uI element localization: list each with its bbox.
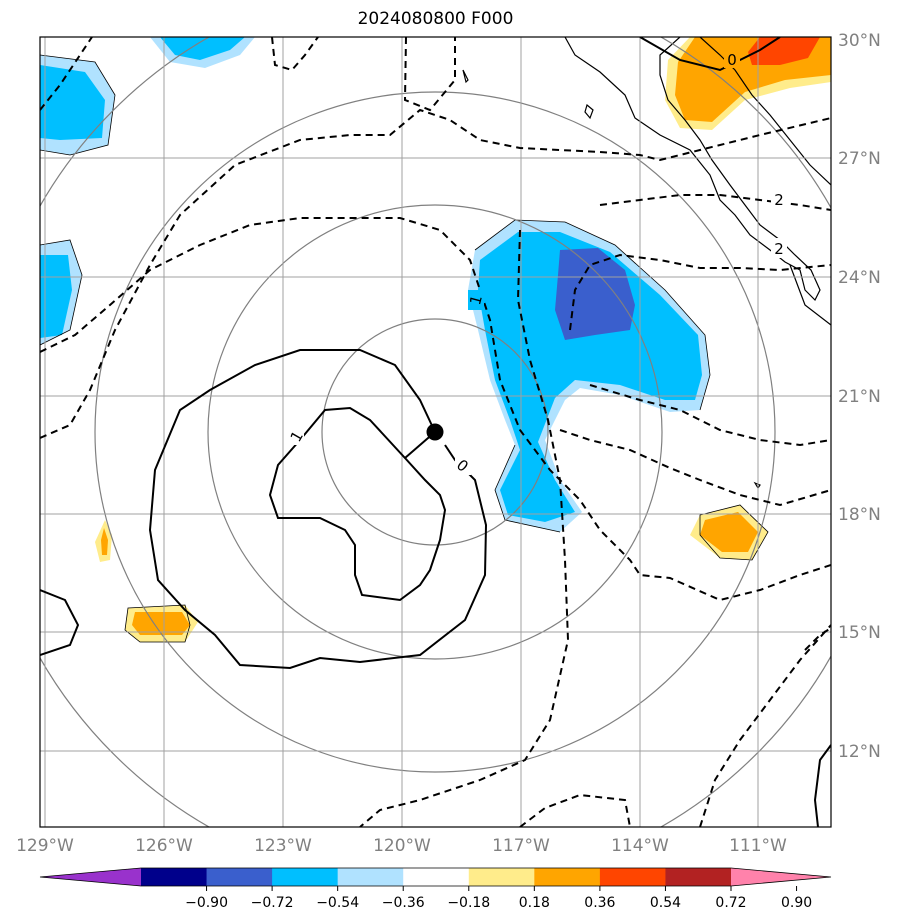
contour-label: 1	[466, 293, 486, 307]
lon-label: 120°W	[373, 836, 431, 856]
colorbar-segment	[272, 868, 339, 886]
positive-anomaly-region	[132, 612, 190, 635]
lat-label: 21°N	[838, 387, 881, 407]
lat-label: 24°N	[838, 268, 881, 288]
lat-label: 12°N	[838, 742, 881, 762]
colorbar-segment	[534, 868, 601, 886]
lon-label: 111°W	[729, 836, 787, 856]
longitude-labels: 129°W 126°W 123°W 120°W 117°W 114°W 111°…	[16, 836, 787, 856]
map-frame	[39, 36, 832, 828]
lat-label: 30°N	[838, 31, 881, 51]
colorbar-segment	[665, 868, 732, 886]
lon-label: 117°W	[492, 836, 550, 856]
negative-anomaly-region	[40, 255, 72, 338]
colorbar: −0.90 −0.72 −0.54 −0.36 −0.18 0.18 0.36 0.54 0.7…	[39, 867, 832, 911]
colorbar-segment	[403, 868, 470, 886]
lat-label: 27°N	[838, 149, 881, 169]
colorbar-tick-label: −0.36	[382, 895, 425, 911]
colorbar-segment	[337, 868, 404, 886]
colorbar-extension-high	[731, 868, 831, 886]
lon-label: 123°W	[254, 836, 312, 856]
negative-contours	[40, 37, 831, 827]
lon-label: 129°W	[16, 836, 74, 856]
negative-anomaly-region	[40, 65, 105, 140]
range-rings	[40, 37, 831, 827]
lon-label: 126°W	[135, 836, 193, 856]
coastline	[462, 37, 831, 490]
colorbar-extension-low	[40, 868, 141, 886]
lon-label: 114°W	[611, 836, 669, 856]
colorbar-tick-label: 0.36	[584, 895, 615, 911]
colorbar-tick-label: −0.54	[316, 895, 359, 911]
lat-label: 15°N	[838, 623, 881, 643]
colorbar-tick-label: 0.90	[781, 895, 812, 911]
contour-label: 2	[774, 240, 784, 258]
contour-label: 2	[774, 191, 784, 209]
strong-negative-anomaly-core	[555, 248, 635, 340]
latitude-labels: 30°N 27°N 24°N 21°N 18°N 15°N 12°N	[838, 31, 881, 762]
gridlines	[40, 37, 831, 827]
colorbar-segment	[141, 868, 208, 886]
positive-anomaly-region	[101, 528, 108, 555]
colorbar-tick-label: 0.72	[715, 895, 746, 911]
colorbar-tick-label: 0.54	[650, 895, 681, 911]
positive-contours	[40, 37, 831, 827]
storm-center-dot	[426, 423, 444, 441]
contour-labels: 0 1 0 1 2 2	[287, 48, 787, 476]
strong-positive-anomaly-core	[748, 37, 820, 65]
colorbar-segment	[206, 868, 273, 886]
map-title: 2024080800 F000	[357, 9, 514, 29]
colorbar-segment	[599, 868, 666, 886]
lat-label: 18°N	[838, 505, 881, 525]
colorbar-tick-label: −0.18	[447, 895, 490, 911]
contour-label: 0	[727, 51, 737, 69]
colorbar-tick-label: 0.18	[519, 895, 550, 911]
colorbar-outline	[39, 867, 832, 887]
colorbar-segment	[468, 868, 535, 886]
colorbar-tick-label: −0.90	[185, 895, 228, 911]
colorbar-tick-label: −0.72	[251, 895, 294, 911]
positive-anomaly-region	[700, 512, 758, 552]
